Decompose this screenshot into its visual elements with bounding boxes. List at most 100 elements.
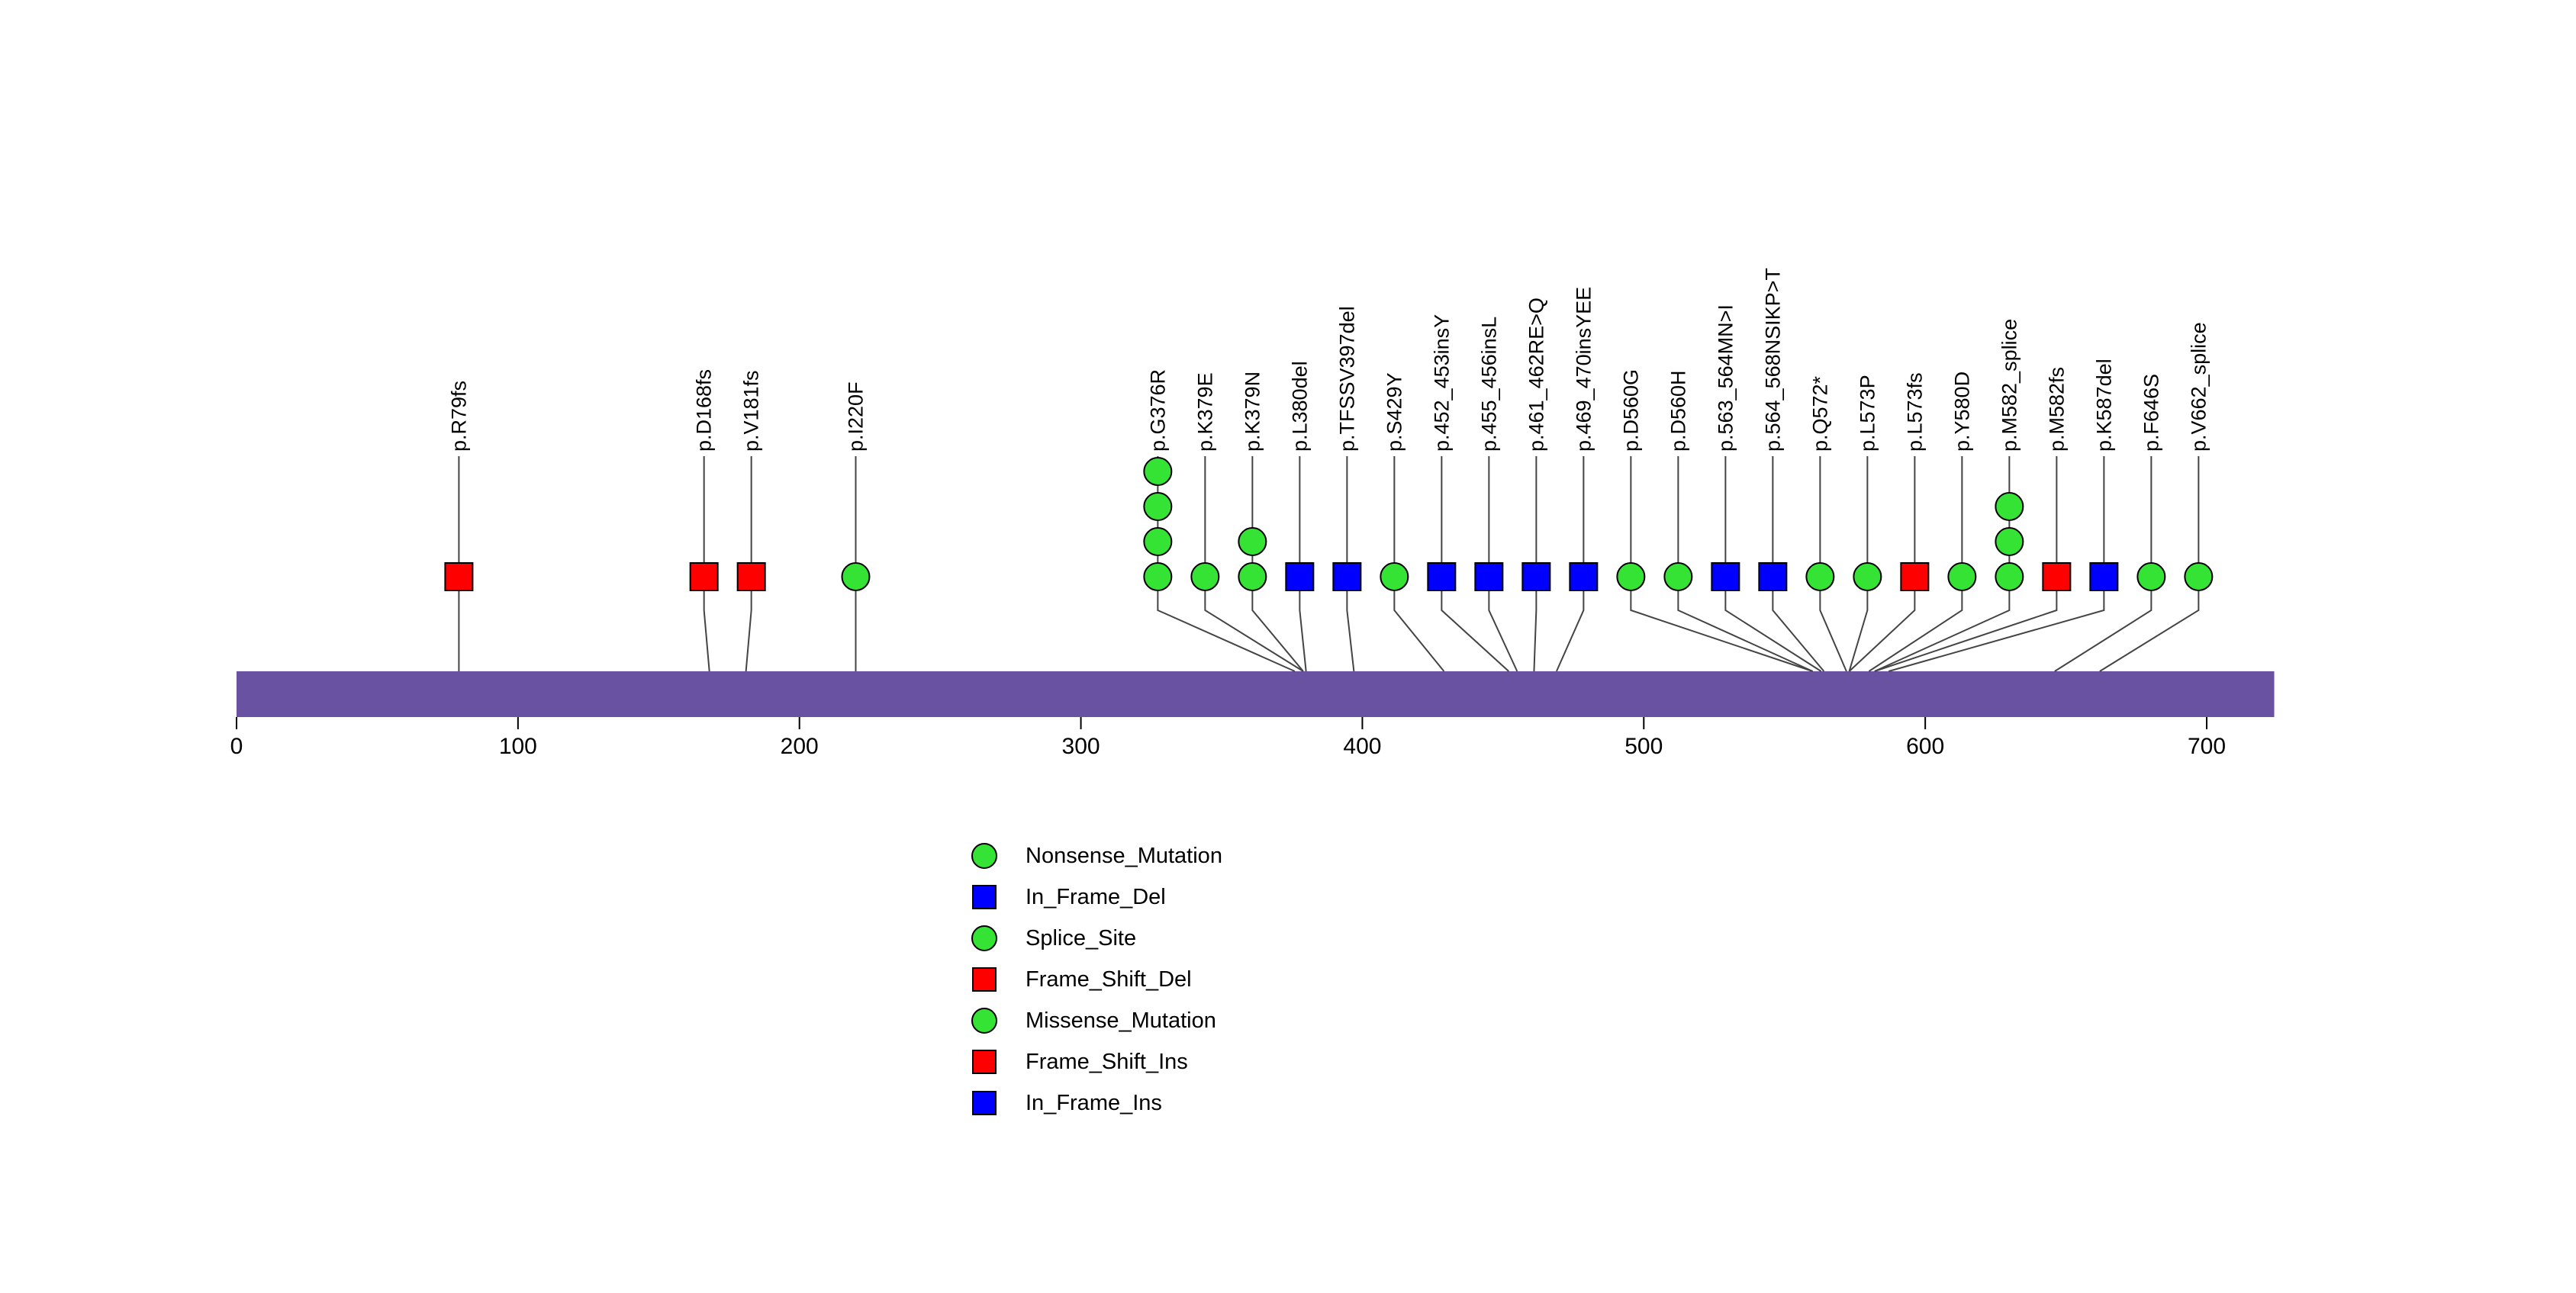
mutation-stem [745, 456, 752, 672]
mutation-label: p.455_456insL [1477, 317, 1500, 452]
legend-item: Missense_Mutation [971, 1008, 1216, 1034]
mutation-label: p.K379N [1241, 371, 1264, 452]
mutation-marker-circle [1995, 492, 2024, 521]
mutation-label: p.L380del [1288, 361, 1311, 452]
mutation-stem [1874, 456, 2011, 672]
legend-swatch-circle [971, 925, 997, 951]
gene-body-bar [237, 671, 2275, 717]
legend-swatch-square [972, 1050, 997, 1074]
mutation-label: p.F646S [2140, 374, 2162, 452]
mutation-label: p.G376R [1146, 369, 1169, 452]
mutation-marker-circle [1143, 457, 1173, 486]
legend-swatch-circle [971, 1008, 997, 1034]
mutation-marker-square [689, 562, 719, 591]
mutation-label: p.TFSSV397del [1335, 306, 1358, 452]
mutation-marker-square [1711, 562, 1740, 591]
mutation-label: p.564_568NSIKP>T [1761, 268, 1784, 452]
mutation-marker-square [1427, 562, 1457, 591]
legend-swatch-circle [971, 843, 997, 869]
legend-label: Frame_Shift_Del [1026, 967, 1192, 992]
mutation-label: p.M582fs [2045, 367, 2068, 452]
mutation-label: p.M582_splice [1998, 319, 2021, 452]
stem-layer [458, 456, 2200, 672]
legend-item: In_Frame_Del [972, 885, 1166, 909]
mutation-stem [1157, 456, 1296, 672]
legend-label: In_Frame_Ins [1026, 1091, 1162, 1115]
mutation-marker-square [2042, 562, 2072, 591]
mutation-label: p.D168fs [693, 369, 716, 452]
mutation-marker-circle [1380, 562, 1409, 591]
mutation-label: p.452_453insY [1430, 314, 1453, 452]
legend-label: Frame_Shift_Ins [1026, 1050, 1188, 1074]
mutation-marker-square [1474, 562, 1504, 591]
mutation-stem [1848, 456, 1916, 672]
mutation-stem [2099, 456, 2200, 672]
mutation-marker-circle [1947, 562, 1977, 591]
mutation-stem [1441, 456, 1509, 672]
mutation-stem [1251, 456, 1304, 672]
mutation-marker-square [1285, 562, 1315, 591]
mutation-marker-circle [1853, 562, 1882, 591]
axis-tick-label: 400 [1343, 734, 1381, 759]
axis-tick-label: 600 [1906, 734, 1944, 759]
mutation-label: p.L573P [1856, 375, 1879, 452]
mutation-marker-square [1569, 562, 1599, 591]
mutation-label: p.V181fs [740, 370, 763, 452]
mutation-marker-circle [1995, 527, 2024, 556]
mutation-marker-square [1332, 562, 1362, 591]
mutation-stem [1630, 456, 1813, 672]
mutation-label: p.S429Y [1383, 372, 1406, 452]
mutation-marker-circle [841, 562, 871, 591]
mutation-stem [1848, 456, 1869, 672]
mutation-stem [1724, 456, 1822, 672]
legend-item: In_Frame_Ins [972, 1091, 1162, 1115]
mutation-marker-circle [2184, 562, 2214, 591]
axis-tick-label: 700 [2188, 734, 2226, 759]
mutation-marker-circle [1190, 562, 1220, 591]
gene-bar-layer [237, 671, 2275, 717]
mutation-marker-square [1758, 562, 1788, 591]
mutation-stem [1888, 456, 2105, 672]
mutation-stem [1204, 456, 1304, 672]
mutation-label: p.563_564MN>I [1714, 304, 1737, 452]
mutation-marker-circle [1805, 562, 1835, 591]
mutation-label: p.D560G [1619, 369, 1642, 452]
legend-label: Splice_Site [1026, 926, 1136, 950]
mutation-label: p.R79fs [447, 381, 470, 452]
mutation-stem [1772, 456, 1825, 672]
mutation-marker-square [1900, 562, 1930, 591]
legend-swatch-square [972, 967, 997, 992]
mutation-label: p.K587del [2092, 359, 2115, 452]
mutation-marker-circle [1143, 562, 1173, 591]
mutation-marker-square [1521, 562, 1551, 591]
mutation-label: p.K379E [1193, 372, 1216, 452]
marker-layer [444, 457, 2214, 591]
mutation-label: p.D560H [1666, 370, 1689, 452]
mutation-stem [1488, 456, 1518, 672]
mutation-stem [1677, 456, 1814, 672]
mutation-stem [1874, 456, 2058, 672]
mutation-stem [1819, 456, 1847, 672]
axis-tick-label: 0 [230, 734, 243, 759]
legend-swatch-square [972, 1091, 997, 1115]
legend-item: Frame_Shift_Ins [972, 1050, 1188, 1074]
legend-layer: Nonsense_Mutation In_Frame_Del Splice_Site… [971, 843, 1222, 1115]
mutation-label: p.469_470insYEE [1572, 287, 1595, 452]
mutation-marker-circle [1143, 492, 1173, 521]
mutation-label: p.L573fs [1903, 372, 1926, 452]
axis-tick-label: 300 [1062, 734, 1100, 759]
mutation-label: p.V662_splice [2187, 322, 2210, 452]
mutation-marker-square [2089, 562, 2119, 591]
mutation-label: p.Y580D [1950, 371, 1973, 452]
legend-label: In_Frame_Del [1026, 885, 1166, 909]
mutation-marker-square [444, 562, 474, 591]
mutation-stem [2054, 456, 2153, 672]
mutation-marker-circle [1995, 562, 2024, 591]
axis-tick-label: 200 [781, 734, 819, 759]
axis-layer: 0 100 200 300 400 500 600 700 [230, 717, 2226, 759]
mutation-marker-circle [1238, 562, 1267, 591]
mutation-marker-circle [1238, 527, 1267, 556]
mutation-stem [1556, 456, 1585, 672]
mutation-label: p.461_462RE>Q [1525, 298, 1547, 452]
